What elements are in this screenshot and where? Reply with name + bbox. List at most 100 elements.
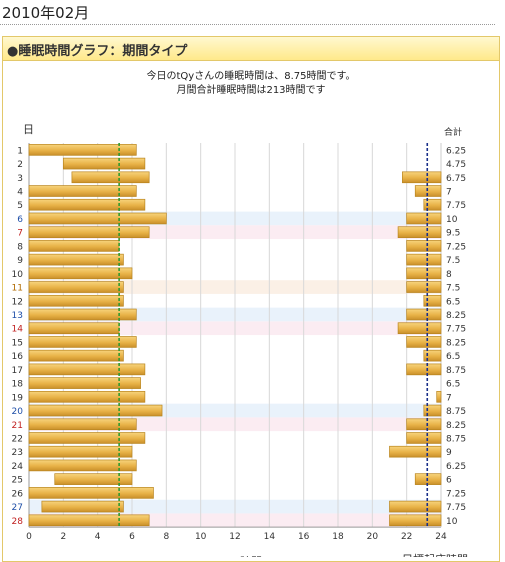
total-label: 6.5 <box>446 352 460 362</box>
day-label: 10 <box>12 270 24 280</box>
total-label: 7 <box>446 393 452 403</box>
x-tick-label: 2 <box>60 532 66 542</box>
sleep-bar <box>406 418 442 431</box>
target-lines <box>118 143 429 528</box>
sleep-bar <box>414 185 442 197</box>
total-label: 7.25 <box>446 242 466 252</box>
day-label: 15 <box>12 338 23 348</box>
sleep-bar <box>397 226 442 238</box>
day-label: 9 <box>17 256 23 266</box>
x-tick-label: 16 <box>298 532 310 542</box>
total-header: 合計 <box>444 126 462 138</box>
sleep-bar <box>28 185 137 197</box>
x-tick-label: 6 <box>129 532 135 542</box>
total-label: 9 <box>446 448 452 458</box>
sleep-bar <box>28 336 137 348</box>
sleep-bar <box>28 240 120 252</box>
sleep-bar <box>28 377 141 389</box>
sleep-bar <box>406 212 442 225</box>
day-label: 8 <box>17 242 23 252</box>
total-label: 7 <box>446 188 452 198</box>
total-label: 10 <box>446 517 458 527</box>
total-label: 8.25 <box>446 421 466 431</box>
sleep-bar <box>28 308 137 321</box>
sleep-bar <box>28 404 163 417</box>
labels: 0 2 4 6 8 10 12 14 16 18 20 22 241 6.252 4.753 6.754 75 7… <box>12 123 468 557</box>
x-tick-label: 22 <box>401 532 412 542</box>
total-label: 6 <box>446 476 452 486</box>
sleep-bar <box>423 198 442 211</box>
sleep-bar <box>28 432 146 444</box>
y-axis-label: 日 <box>23 123 34 136</box>
day-label: 1 <box>17 146 23 156</box>
sleep-bar <box>28 267 133 280</box>
sleep-bars <box>28 144 442 527</box>
sleep-bar <box>423 404 442 417</box>
day-label: 18 <box>12 380 24 390</box>
day-label: 16 <box>12 352 24 362</box>
day-label: 3 <box>17 174 23 184</box>
total-label: 10 <box>446 215 458 225</box>
total-label: 6.5 <box>446 380 460 390</box>
x-tick-label: 10 <box>195 532 207 542</box>
sleep-bar <box>71 171 150 184</box>
sleep-bar <box>28 459 137 472</box>
sleep-bar <box>28 281 124 293</box>
sleep-bar <box>28 212 167 225</box>
day-label: 11 <box>12 284 23 294</box>
total-label: 6.25 <box>446 146 466 156</box>
day-label: 4 <box>17 188 23 198</box>
sleep-bar <box>423 294 442 307</box>
sleep-bar <box>28 487 154 499</box>
day-label: 20 <box>12 407 24 417</box>
sleep-bar <box>28 322 120 335</box>
sleep-bar <box>28 363 146 376</box>
x-tick-label: 0 <box>26 532 32 542</box>
day-label: 28 <box>12 517 24 527</box>
sleep-bar <box>28 294 124 307</box>
total-label: 7.5 <box>446 284 460 294</box>
sleep-bar <box>28 226 150 238</box>
sleep-bar <box>397 322 442 335</box>
sleep-chart: 0 2 4 6 8 10 12 14 16 18 20 22 241 6.252 4.753 6.754 75 7… <box>12 123 468 557</box>
sleep-bar <box>54 473 133 485</box>
sleep-bar <box>28 198 146 211</box>
panel-title: ●睡眠時間グラフ：期間タイプ <box>7 44 188 59</box>
sleep-bar <box>62 157 146 170</box>
summary-line-2: 月間合計睡眠時間は213時間です <box>176 85 326 96</box>
total-label: 8.25 <box>446 311 466 321</box>
sleep-bar <box>406 267 442 280</box>
sleep-bar <box>406 240 442 252</box>
sleep-bar <box>423 349 442 362</box>
day-label: 14 <box>12 325 24 335</box>
day-label: 13 <box>12 311 23 321</box>
sleep-bar <box>406 432 442 444</box>
sleep-bar <box>389 500 442 513</box>
day-label: 7 <box>17 229 23 239</box>
total-label: 4.75 <box>446 160 466 170</box>
x-tick-label: 20 <box>367 532 379 542</box>
day-label: 2 <box>17 160 23 170</box>
total-label: 7.25 <box>446 489 466 499</box>
sleep-bar <box>402 171 442 184</box>
day-label: 17 <box>12 366 23 376</box>
x-tick-label: 8 <box>163 532 169 542</box>
total-label: 6.75 <box>446 174 466 184</box>
sleep-bar <box>28 144 137 156</box>
legend-label: 目標起床時間 <box>402 552 468 557</box>
panel-header: ●睡眠時間グラフ：期間タイプ <box>3 37 499 61</box>
day-label: 5 <box>17 201 23 211</box>
sleep-bar <box>28 391 146 403</box>
total-label: 8 <box>446 270 452 280</box>
sleep-bar <box>406 281 442 293</box>
total-label: 7.75 <box>446 325 466 335</box>
x-tick-label: 24 <box>435 532 447 542</box>
day-label: 19 <box>12 393 24 403</box>
day-label: 25 <box>12 476 23 486</box>
sleep-bar <box>406 336 442 348</box>
day-label: 23 <box>12 448 23 458</box>
sleep-bar <box>406 308 442 321</box>
sleep-bar <box>28 418 137 431</box>
total-label: 8.75 <box>446 366 466 376</box>
total-label: 6.5 <box>446 297 460 307</box>
